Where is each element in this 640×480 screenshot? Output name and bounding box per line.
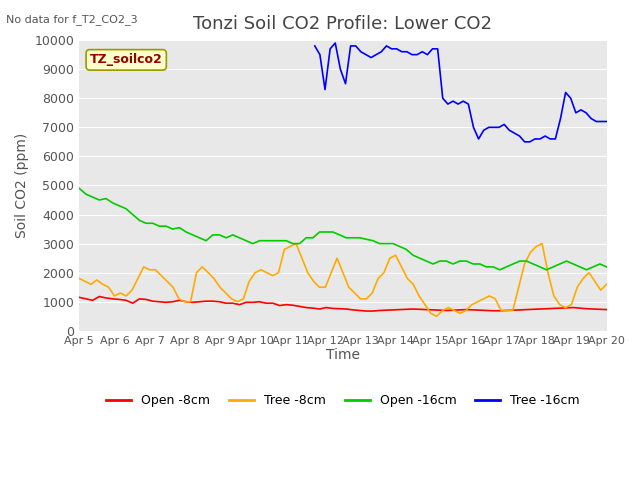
Tree -8cm <box>433 313 440 319</box>
Title: Tonzi Soil CO2 Profile: Lower CO2: Tonzi Soil CO2 Profile: Lower CO2 <box>193 15 492 33</box>
Open -8cm <box>76 295 83 300</box>
Tree -16cm <box>557 116 564 121</box>
Tree -16cm <box>603 119 611 124</box>
Open -16cm <box>389 241 397 247</box>
Open -16cm <box>309 235 317 240</box>
Line: Tree -16cm: Tree -16cm <box>315 43 607 142</box>
Open -16cm <box>76 185 83 191</box>
Line: Open -8cm: Open -8cm <box>79 297 607 311</box>
Tree -8cm <box>198 264 206 270</box>
Tree -8cm <box>292 241 300 247</box>
Open -8cm <box>403 306 410 312</box>
Open -8cm <box>603 307 611 312</box>
Open -16cm <box>436 258 444 264</box>
Line: Tree -8cm: Tree -8cm <box>79 244 607 316</box>
Tree -8cm <box>603 281 611 287</box>
Open -16cm <box>603 264 611 270</box>
Open -8cm <box>429 307 437 313</box>
Tree -8cm <box>532 244 540 250</box>
Legend: Open -8cm, Tree -8cm, Open -16cm, Tree -16cm: Open -8cm, Tree -8cm, Open -16cm, Tree -… <box>101 389 585 412</box>
Open -16cm <box>396 244 403 250</box>
Tree -8cm <box>140 264 148 270</box>
Tree -8cm <box>76 276 83 281</box>
Open -8cm <box>362 308 370 314</box>
Tree -8cm <box>210 276 218 281</box>
Open -16cm <box>416 255 424 261</box>
Tree -16cm <box>582 110 590 116</box>
Open -16cm <box>549 264 557 270</box>
Tree -8cm <box>597 287 605 293</box>
Tree -8cm <box>386 255 394 261</box>
Open -8cm <box>95 294 103 300</box>
Open -16cm <box>496 267 504 273</box>
Text: TZ_soilco2: TZ_soilco2 <box>90 53 163 66</box>
Tree -16cm <box>337 66 344 72</box>
Text: No data for f_T2_CO2_3: No data for f_T2_CO2_3 <box>6 14 138 25</box>
Y-axis label: Soil CO2 (ppm): Soil CO2 (ppm) <box>15 133 29 238</box>
Open -8cm <box>316 306 323 312</box>
Open -8cm <box>556 305 564 311</box>
X-axis label: Time: Time <box>326 348 360 362</box>
Open -8cm <box>449 307 457 313</box>
Open -8cm <box>409 306 417 312</box>
Line: Open -16cm: Open -16cm <box>79 188 607 270</box>
